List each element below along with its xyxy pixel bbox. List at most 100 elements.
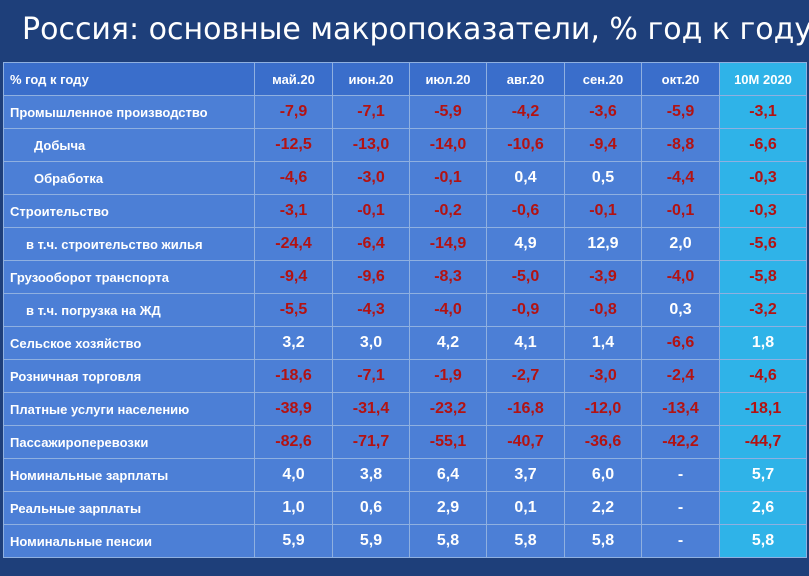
value-cell: 2,0 (641, 227, 720, 261)
value-cell: -16,8 (486, 392, 565, 426)
column-header-jul: июл.20 (409, 62, 487, 96)
value-cell: -0,1 (564, 194, 642, 228)
value-cell: -7,9 (254, 95, 333, 129)
value-cell: -6,6 (641, 326, 720, 360)
row-label: Грузооборот транспорта (3, 260, 255, 294)
table-row: Сельское хозяйство 3,2 3,0 4,2 4,1 1,4 -6,6 1,8 (3, 326, 807, 360)
row-label: Строительство (3, 194, 255, 228)
total-cell: -5,8 (719, 260, 807, 294)
value-cell: 12,9 (564, 227, 642, 261)
value-cell: 1,4 (564, 326, 642, 360)
value-cell: -23,2 (409, 392, 487, 426)
value-cell: -82,6 (254, 425, 333, 459)
value-cell: 1,0 (254, 491, 333, 525)
value-cell: 2,9 (409, 491, 487, 525)
value-cell: -7,1 (332, 95, 410, 129)
value-cell: - (641, 458, 720, 492)
value-cell: -18,6 (254, 359, 333, 393)
value-cell: -5,5 (254, 293, 333, 327)
total-cell: 2,6 (719, 491, 807, 525)
value-cell: 4,2 (409, 326, 487, 360)
row-label: Обработка (3, 161, 255, 195)
value-cell: -3,0 (564, 359, 642, 393)
value-cell: -40,7 (486, 425, 565, 459)
value-cell: 4,9 (486, 227, 565, 261)
column-header-aug: авг.20 (486, 62, 565, 96)
column-header-10m-total: 10М 2020 (719, 62, 807, 96)
total-cell: 5,7 (719, 458, 807, 492)
value-cell: -0,2 (409, 194, 487, 228)
value-cell: 0,5 (564, 161, 642, 195)
table-header-row: % год к году май.20 июн.20 июл.20 авг.20… (3, 62, 807, 96)
value-cell: -4,0 (409, 293, 487, 327)
value-cell: -3,0 (332, 161, 410, 195)
value-cell: -12,5 (254, 128, 333, 162)
value-cell: - (641, 524, 720, 558)
value-cell: -7,1 (332, 359, 410, 393)
table-body: Промышленное производство -7,9 -7,1 -5,9 -4,… (3, 95, 807, 558)
value-cell: -55,1 (409, 425, 487, 459)
value-cell: -0,8 (564, 293, 642, 327)
value-cell: -9,4 (254, 260, 333, 294)
page-title: Россия: основные макропоказатели, % год … (22, 12, 809, 47)
table-row: Номинальные пенсии 5,9 5,9 5,8 5,8 5,8-5,8 (3, 524, 807, 558)
value-cell: -71,7 (332, 425, 410, 459)
value-cell: 3,2 (254, 326, 333, 360)
column-header-oct: окт.20 (641, 62, 720, 96)
value-cell: 0,4 (486, 161, 565, 195)
value-cell: -4,0 (641, 260, 720, 294)
table-row: Промышленное производство -7,9 -7,1 -5,9 -4,… (3, 95, 807, 129)
row-label: Промышленное производство (3, 95, 255, 129)
value-cell: -38,9 (254, 392, 333, 426)
value-cell: -2,7 (486, 359, 565, 393)
value-cell: 4,1 (486, 326, 565, 360)
total-cell: -5,6 (719, 227, 807, 261)
column-header-jun: июн.20 (332, 62, 410, 96)
row-label: в т.ч. строительство жилья (3, 227, 255, 261)
value-cell: 3,7 (486, 458, 565, 492)
column-header-metric: % год к году (3, 62, 255, 96)
value-cell: -42,2 (641, 425, 720, 459)
table-row: Добыча -12,5 -13,0 -14,0 -10,6 -9,4 -8,8 -6,6 (3, 128, 807, 162)
total-cell: -44,7 (719, 425, 807, 459)
value-cell: 0,3 (641, 293, 720, 327)
value-cell: -9,4 (564, 128, 642, 162)
value-cell: - (641, 491, 720, 525)
value-cell: -4,2 (486, 95, 565, 129)
row-label: Розничная торговля (3, 359, 255, 393)
value-cell: -1,9 (409, 359, 487, 393)
value-cell: 5,8 (564, 524, 642, 558)
value-cell: -3,1 (254, 194, 333, 228)
value-cell: -36,6 (564, 425, 642, 459)
row-label: Сельское хозяйство (3, 326, 255, 360)
value-cell: 6,0 (564, 458, 642, 492)
value-cell: -10,6 (486, 128, 565, 162)
value-cell: -5,0 (486, 260, 565, 294)
value-cell: -4,3 (332, 293, 410, 327)
value-cell: 2,2 (564, 491, 642, 525)
table-row: Строительство -3,1 -0,1 -0,2 -0,6 -0,1 -0,1 -0,… (3, 194, 807, 228)
value-cell: -14,9 (409, 227, 487, 261)
value-cell: -3,9 (564, 260, 642, 294)
value-cell: -4,4 (641, 161, 720, 195)
row-label: Платные услуги населению (3, 392, 255, 426)
total-cell: -3,2 (719, 293, 807, 327)
value-cell: 5,9 (332, 524, 410, 558)
total-cell: 5,8 (719, 524, 807, 558)
value-cell: 6,4 (409, 458, 487, 492)
table-row: Обработка -4,6 -3,0 -0,1 0,4 0,5 -4,4 -0,3 (3, 161, 807, 195)
column-header-may: май.20 (254, 62, 333, 96)
table-row: в т.ч. погрузка на ЖД -5,5 -4,3 -4,0 -0,9 -0,… (3, 293, 807, 327)
value-cell: -13,0 (332, 128, 410, 162)
total-cell: -0,3 (719, 161, 807, 195)
value-cell: -13,4 (641, 392, 720, 426)
value-cell: -12,0 (564, 392, 642, 426)
table-row: Грузооборот транспорта -9,4 -9,6 -8,3 -5,0 -3… (3, 260, 807, 294)
value-cell: -0,1 (332, 194, 410, 228)
value-cell: 0,1 (486, 491, 565, 525)
value-cell: -0,6 (486, 194, 565, 228)
table-row: Розничная торговля -18,6 -7,1 -1,9 -2,7 -3,0-… (3, 359, 807, 393)
value-cell: -5,9 (409, 95, 487, 129)
value-cell: -31,4 (332, 392, 410, 426)
value-cell: 5,9 (254, 524, 333, 558)
